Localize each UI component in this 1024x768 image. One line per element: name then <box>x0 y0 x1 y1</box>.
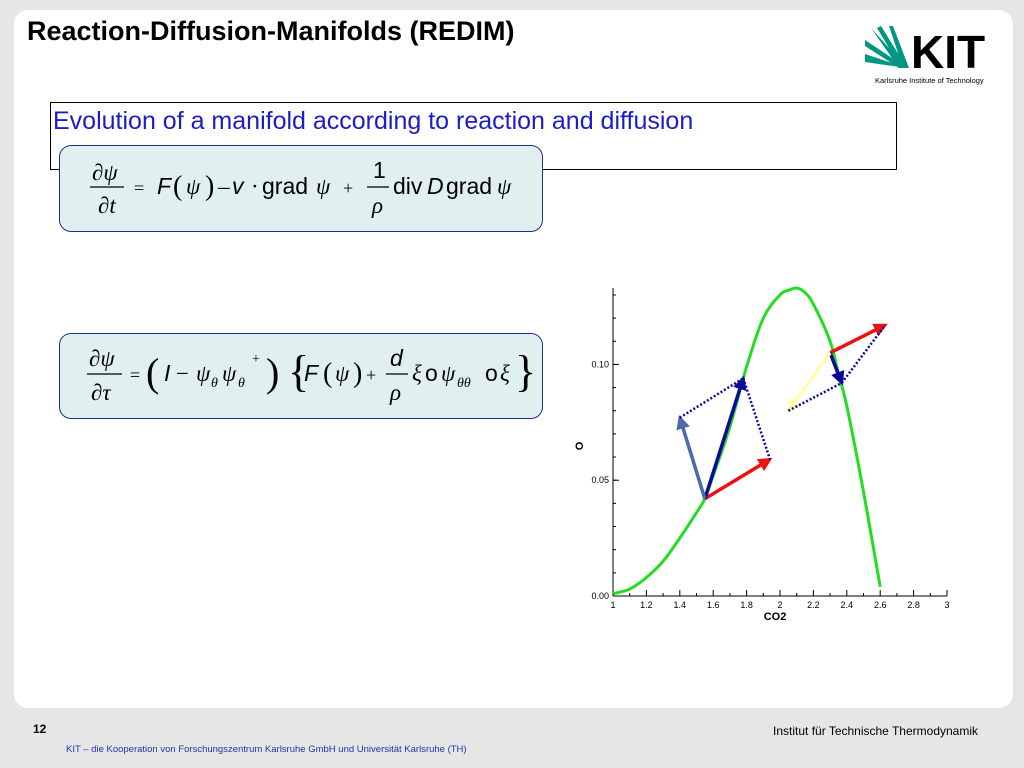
eq2-equals: = <box>130 365 140 385</box>
eq2-compose-2: o <box>485 360 498 386</box>
kit-footer-text: KIT – die Kooperation von Forschungszent… <box>66 744 467 755</box>
eq1-equals: = <box>134 178 144 198</box>
y-tick-label: 0.05 <box>591 475 609 485</box>
kit-logo-icon: KIT Karlsruhe Institute of Technology <box>865 26 985 85</box>
institute-name: Institut für Technische Thermodynamik <box>773 724 978 738</box>
eq1-rho: ρ <box>371 193 383 218</box>
eq1-one: 1 <box>373 157 386 183</box>
eq2-theta-theta: θθ <box>457 376 471 391</box>
svg-text:{: { <box>288 347 309 396</box>
x-tick-label: 2 <box>777 600 782 610</box>
eq2-xi-1: ξ <box>412 361 422 386</box>
x-tick-label: 2.2 <box>807 600 820 610</box>
equation-box-2: ∂ψ ∂τ = ( I − ψ θ ψ θ + ) { F ( ψ ) + d … <box>59 333 543 419</box>
manifold-chart: 1 1.2 1.4 1.6 1.8 2 2.2 2.4 2.6 2.8 3 0.00 0.05 0.10 C… <box>560 280 960 625</box>
eq2-xi-2: ξ <box>500 361 510 386</box>
eq2-minus: − <box>176 361 189 386</box>
x-axis-label: CO2 <box>764 611 787 623</box>
eq1-lhs-numerator: ∂ψ <box>92 160 118 185</box>
logo-tagline: Karlsruhe Institute of Technology <box>875 76 984 85</box>
eq2-lhs-denominator: ∂τ <box>91 380 111 405</box>
eq1-minus: – <box>217 174 230 199</box>
eq2-plus: + <box>366 365 376 385</box>
eq1-div: div <box>393 173 423 199</box>
vector-arrow <box>703 375 747 500</box>
equation-2: ∂ψ ∂τ = ( I − ψ θ ψ θ + ) { F ( ψ ) + d … <box>87 345 536 405</box>
manifold-curve <box>612 286 882 596</box>
dotted-connector <box>742 377 772 460</box>
eq1-psi: ψ <box>186 174 201 199</box>
eq1-D: D <box>427 173 444 199</box>
dotted-connector <box>679 377 744 419</box>
slide-title: Reaction-Diffusion-Manifolds (REDIM) <box>27 16 515 46</box>
vector-arrow <box>786 351 832 414</box>
eq1-v: v <box>232 173 245 199</box>
eq2-compose-1: o <box>425 360 438 386</box>
equation-box-1: ∂ψ ∂t = F ( ψ ) – v · grad ψ + 1 ρ div D… <box>59 145 543 232</box>
svg-text:(: ( <box>146 350 159 395</box>
vector-arrow <box>829 323 888 355</box>
dotted-connector <box>840 324 887 384</box>
x-tick-label: 1 <box>610 600 615 610</box>
x-tick-label: 1.8 <box>740 600 753 610</box>
eq2-psi-3: ψ <box>335 361 350 386</box>
eq2-lhs-numerator: ∂ψ <box>89 346 115 371</box>
eq1-dot: · <box>251 174 259 199</box>
kit-logo: KIT Karlsruhe Institute of Technology <box>865 24 997 88</box>
eq2-theta-2: θ <box>238 376 245 391</box>
eq1-lhs-denominator: ∂t <box>98 193 116 218</box>
svg-text:(: ( <box>173 171 182 202</box>
eq2-psi-4: ψ <box>441 361 456 386</box>
y-axis-label: O <box>574 441 586 450</box>
equation-1: ∂ψ ∂t = F ( ψ ) – v · grad ψ + 1 ρ div D… <box>90 157 512 218</box>
x-tick-label: 1.2 <box>640 600 653 610</box>
vector-arrow <box>703 457 773 501</box>
eq2-psi-1: ψ <box>196 361 211 386</box>
eq2-plus-superscript: + <box>252 352 260 367</box>
vector-arrow <box>676 415 707 500</box>
subtitle: Evolution of a manifold according to rea… <box>53 107 694 135</box>
eq1-F: F <box>157 173 173 199</box>
svg-text:): ) <box>266 350 279 395</box>
svg-text:(: ( <box>323 358 332 389</box>
eq2-F: F <box>304 360 320 386</box>
chart-svg: 1 1.2 1.4 1.6 1.8 2 2.2 2.4 2.6 2.8 3 0.00 0.05 0.10 C… <box>574 286 950 623</box>
eq1-grad: grad <box>262 173 308 199</box>
y-tick-label: 0.10 <box>591 359 609 369</box>
x-tick-label: 2.4 <box>841 600 854 610</box>
eq1-psi-c: ψ <box>497 174 512 199</box>
logo-text: KIT <box>911 26 985 78</box>
x-tick-label: 1.4 <box>674 600 687 610</box>
y-tick-label: 0.00 <box>591 591 609 601</box>
x-tick-label: 2.6 <box>874 600 887 610</box>
svg-text:): ) <box>205 171 214 202</box>
eq1-plus: + <box>343 178 353 198</box>
eq2-theta-1: θ <box>211 376 218 391</box>
eq1-grad-b: grad <box>446 173 492 199</box>
svg-text:}: } <box>515 347 536 396</box>
eq2-identity: I <box>164 360 171 386</box>
eq2-rho: ρ <box>389 380 401 405</box>
eq2-psi-2: ψ <box>222 361 237 386</box>
vector-arrow <box>828 352 845 386</box>
x-tick-label: 3 <box>944 600 949 610</box>
x-tick-label: 1.6 <box>707 600 720 610</box>
eq1-psi-b: ψ <box>316 174 331 199</box>
eq2-d: d <box>390 345 404 371</box>
svg-text:): ) <box>353 358 362 389</box>
x-tick-label: 2.8 <box>907 600 920 610</box>
page-number: 12 <box>33 722 47 736</box>
